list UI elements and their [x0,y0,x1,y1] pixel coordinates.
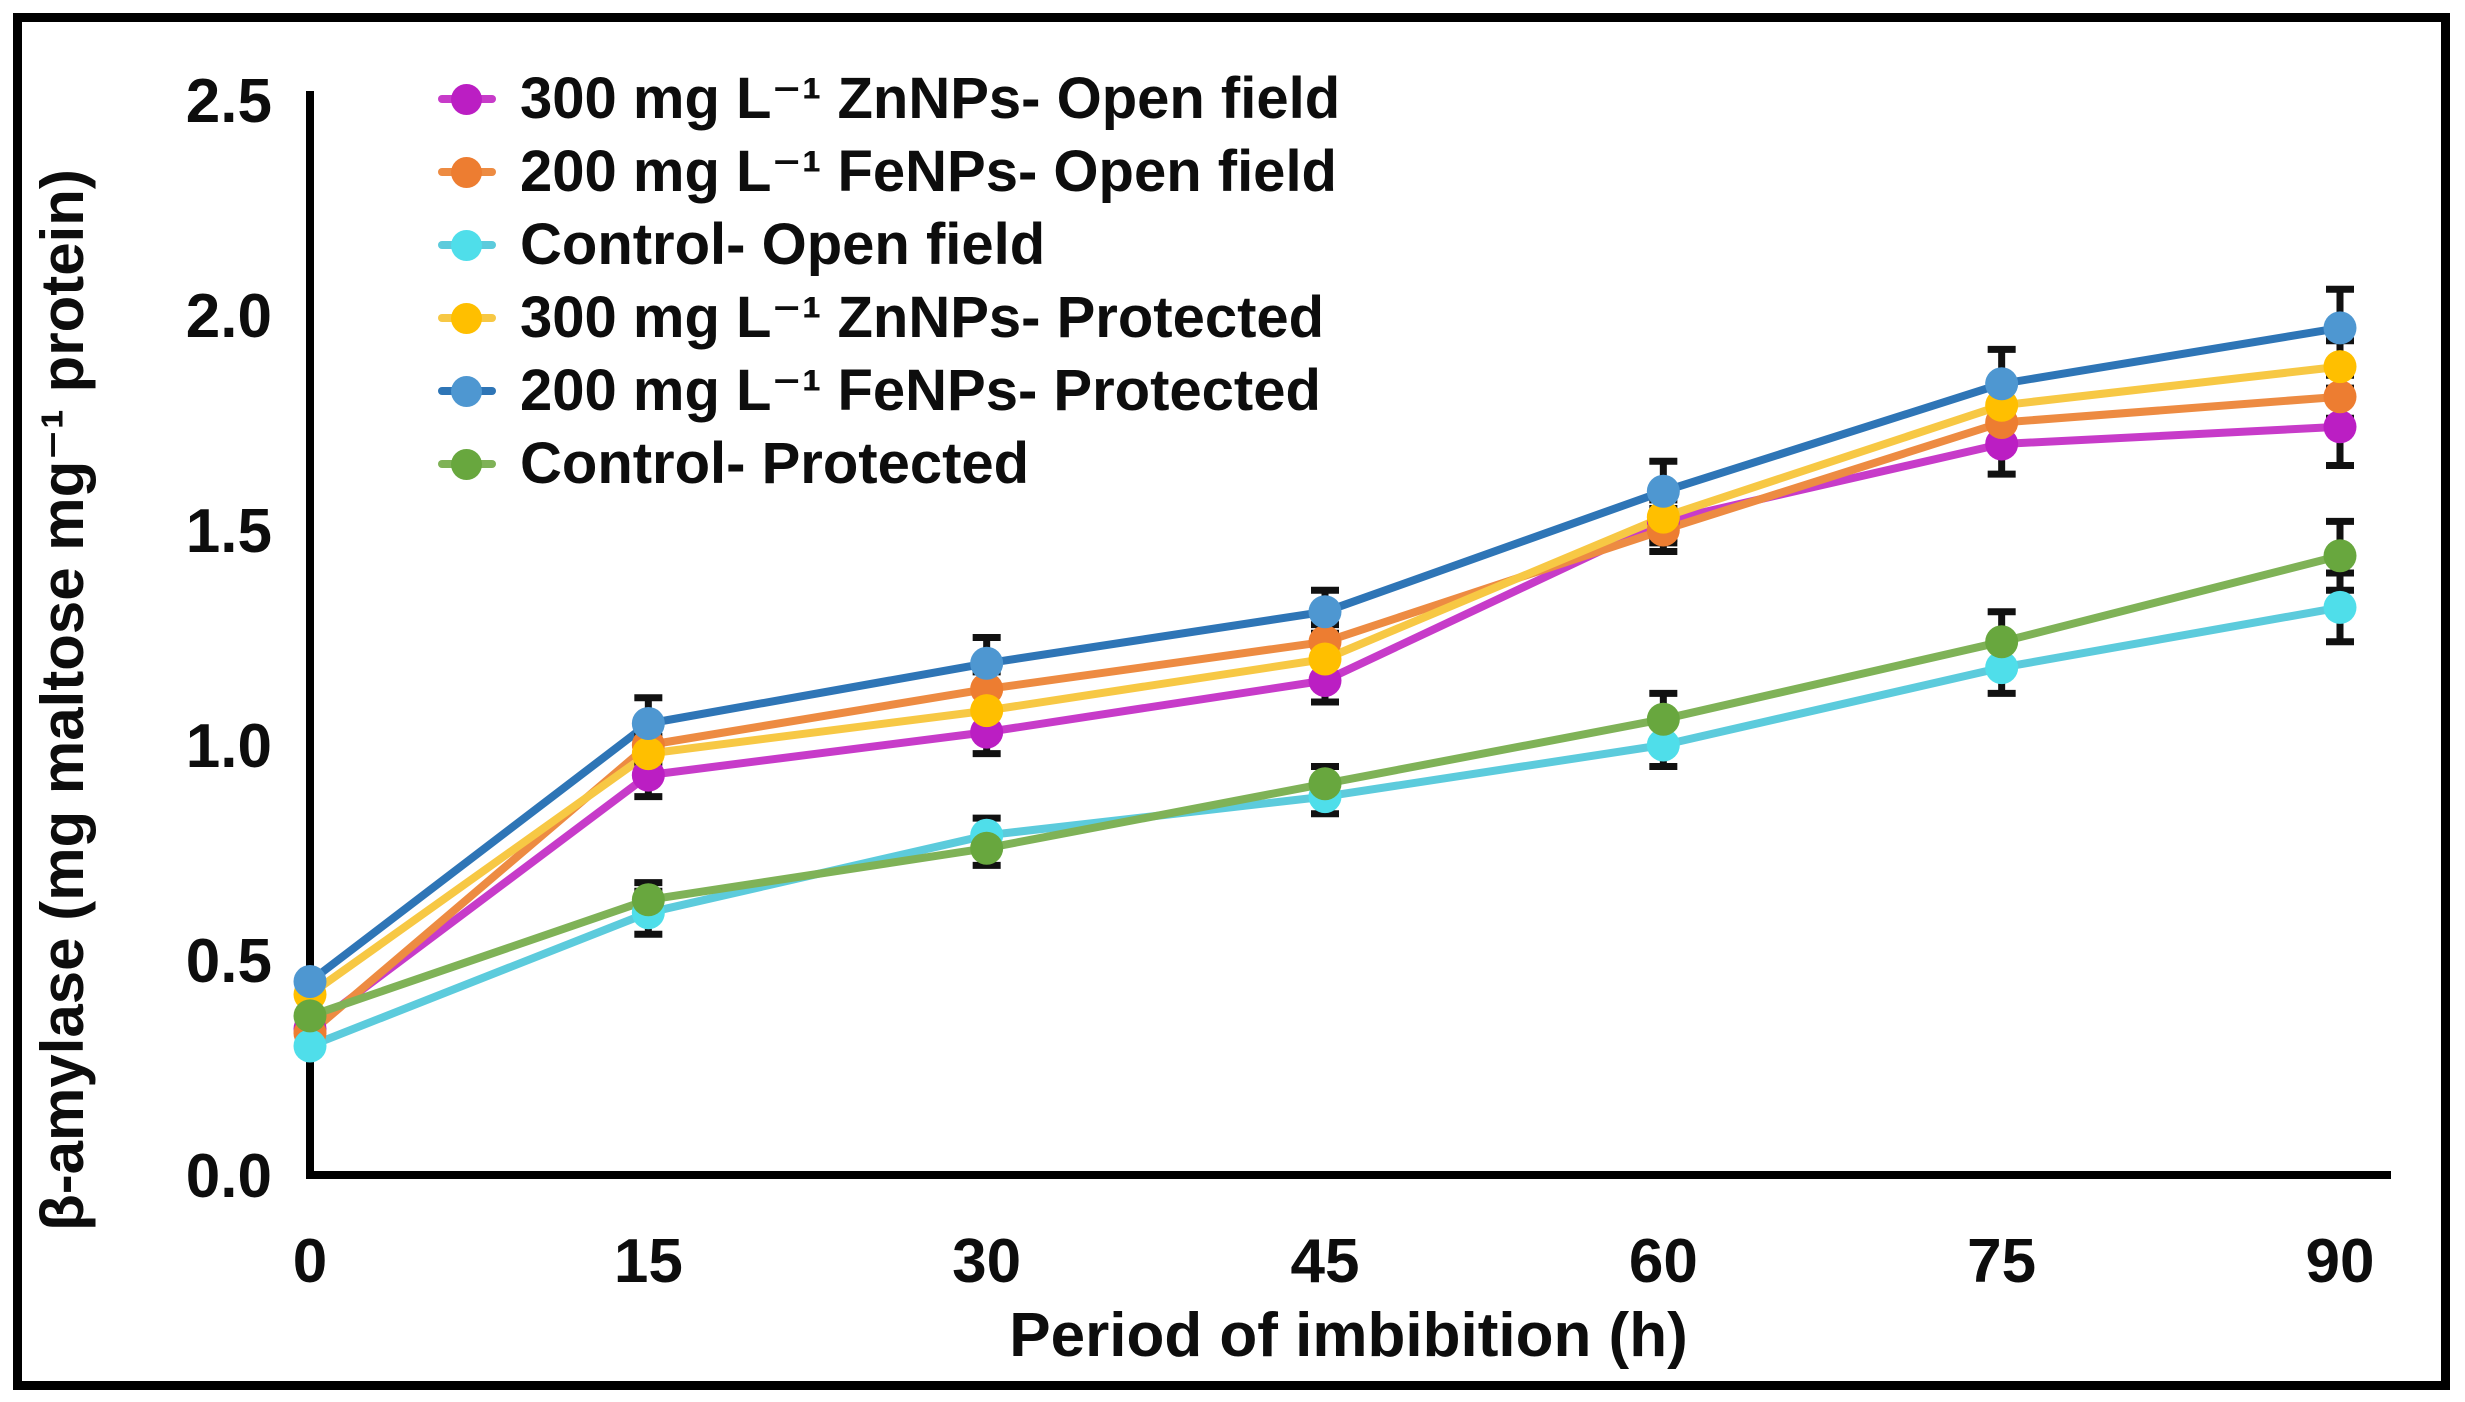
legend-label: Control- Protected [520,430,1030,496]
data-point-2 [293,1029,327,1063]
data-point-5 [1985,625,2019,659]
legend: 300 mg L⁻¹ ZnNPs- Open field 200 mg L⁻¹ … [438,62,1340,500]
series-marker-icon [438,83,496,115]
x-tick-label: 0 [293,1227,327,1296]
series-dot-icon [451,375,482,407]
series-marker-icon [438,448,496,480]
legend-label: 300 mg L⁻¹ ZnNPs- Protected [520,284,1325,350]
axes-lines [306,91,2391,1179]
data-point-5 [1646,702,1680,736]
legend-item: Control- Open field [438,208,1340,281]
data-point-1 [2323,380,2357,414]
x-tick-label: 15 [614,1227,683,1296]
series-marker-icon [438,375,496,407]
y-axis-title: β-amylase (mg maltose mg⁻¹ protein) [29,169,96,1231]
x-tick-label: 30 [952,1227,1021,1296]
chart-frame [13,13,2450,1390]
x-tick-label: 60 [1629,1227,1698,1296]
data-point-3 [1646,500,1680,534]
y-tick-label: 1.5 [186,497,272,566]
data-point-4 [631,707,665,740]
series-dot-icon [451,302,482,334]
data-point-5 [293,999,327,1033]
x-tick-label: 45 [1291,1227,1360,1296]
data-point-4 [1308,595,1342,629]
data-point-5 [631,883,665,917]
x-tick-label: 75 [1967,1227,2036,1296]
legend-label: Control- Open field [520,211,1046,277]
y-tick-label: 2.0 [186,282,272,351]
legend-label: 300 mg L⁻¹ ZnNPs- Open field [520,65,1341,131]
y-tick-label: 0.5 [186,927,272,996]
legend-item: 200 mg L⁻¹ FeNPs- Protected [438,354,1340,427]
data-point-2 [1985,651,2019,685]
legend-label: 200 mg L⁻¹ FeNPs- Protected [520,357,1321,423]
data-point-4 [970,646,1004,680]
series-dot-icon [451,156,482,188]
data-point-4 [1985,367,2019,401]
legend-item: 300 mg L⁻¹ ZnNPs- Open field [438,62,1340,135]
x-tick-label: 90 [2306,1227,2375,1296]
data-point-2 [2323,590,2357,624]
legend-label: 200 mg L⁻¹ FeNPs- Open field [520,138,1337,204]
data-point-3 [970,694,1004,728]
series-marker-icon [438,156,496,188]
data-point-3 [631,737,665,771]
series-marker-icon [438,229,496,261]
legend-item: 300 mg L⁻¹ ZnNPs- Protected [438,281,1340,354]
series-dot-icon [451,229,482,261]
series-line-0 [306,422,2344,1033]
series-dot-icon [451,83,482,115]
data-point-5 [1308,767,1342,801]
y-tick-label: 0.0 [186,1142,272,1211]
data-point-3 [1308,642,1342,676]
data-point-0 [2323,410,2357,444]
data-point-5 [2323,539,2357,573]
data-point-4 [2323,311,2357,345]
data-point-3 [2323,350,2357,384]
data-point-2 [1646,728,1680,762]
series-dot-icon [451,448,482,480]
legend-item: 200 mg L⁻¹ FeNPs- Open field [438,135,1340,208]
y-tick-label: 1.0 [186,712,272,781]
y-tick-label: 2.5 [186,67,272,136]
x-axis-title: Period of imbibition (h) [1009,1301,1688,1370]
data-point-5 [970,831,1004,865]
legend-item: Control- Protected [438,427,1340,500]
data-point-4 [1646,474,1680,508]
data-point-4 [293,965,327,998]
series-marker-icon [438,302,496,334]
